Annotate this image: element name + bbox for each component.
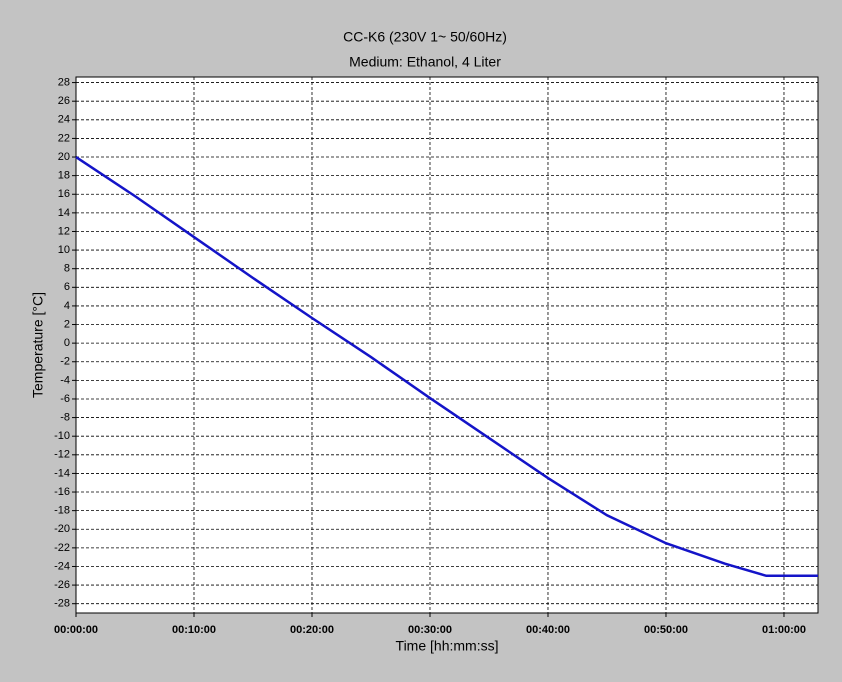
- y-tick-label: 22: [58, 132, 70, 144]
- y-tick-label: -14: [54, 467, 70, 479]
- data-line: [75, 155, 818, 578]
- x-tick-label: 00:10:00: [172, 624, 216, 636]
- y-tick-label: 0: [64, 337, 70, 349]
- y-tick-label: 18: [58, 170, 70, 182]
- y-tick-label: 12: [58, 225, 70, 237]
- chart-title: CC-K6 (230V 1~ 50/60Hz): [343, 29, 507, 45]
- y-tick-label: 8: [64, 263, 70, 275]
- y-tick-label: -18: [54, 505, 70, 517]
- y-tick-label: 10: [58, 244, 70, 256]
- y-axis-label: Temperature [°C]: [30, 292, 46, 398]
- x-tick-label: 00:00:00: [54, 624, 98, 636]
- y-tick-label: -24: [54, 560, 70, 572]
- y-tick-label: -8: [60, 411, 70, 423]
- y-tick-label: 16: [58, 188, 70, 200]
- y-tick-label: 4: [64, 300, 70, 312]
- x-axis-label: Time [hh:mm:ss]: [396, 638, 499, 654]
- y-tick-label: -6: [60, 393, 70, 405]
- y-tick-label: 24: [58, 114, 70, 126]
- y-tick-label: 20: [58, 151, 70, 163]
- chart-subtitle: Medium: Ethanol, 4 Liter: [349, 54, 501, 70]
- y-tick-label: -4: [60, 374, 70, 386]
- y-tick-label: 14: [58, 207, 70, 219]
- y-tick-label: 28: [58, 76, 70, 88]
- y-tick-label: -10: [54, 430, 70, 442]
- y-tick-label: 2: [64, 318, 70, 330]
- x-tick-label: 00:50:00: [644, 624, 688, 636]
- y-tick-label: -22: [54, 542, 70, 554]
- plot-border: [75, 76, 819, 614]
- x-tick-label: 00:20:00: [290, 624, 334, 636]
- x-tick-label: 00:30:00: [408, 624, 452, 636]
- plot-area: [75, 76, 819, 614]
- x-tick-label: 00:40:00: [526, 624, 570, 636]
- x-tick-label: 01:00:00: [762, 624, 806, 636]
- y-tick-label: 6: [64, 281, 70, 293]
- y-tick-label: -2: [60, 356, 70, 368]
- y-tick-label: -28: [54, 598, 70, 610]
- y-tick-label: 26: [58, 95, 70, 107]
- y-tick-label: -16: [54, 486, 70, 498]
- y-tick-label: -20: [54, 523, 70, 535]
- y-tick-label: -26: [54, 579, 70, 591]
- y-tick-label: -12: [54, 449, 70, 461]
